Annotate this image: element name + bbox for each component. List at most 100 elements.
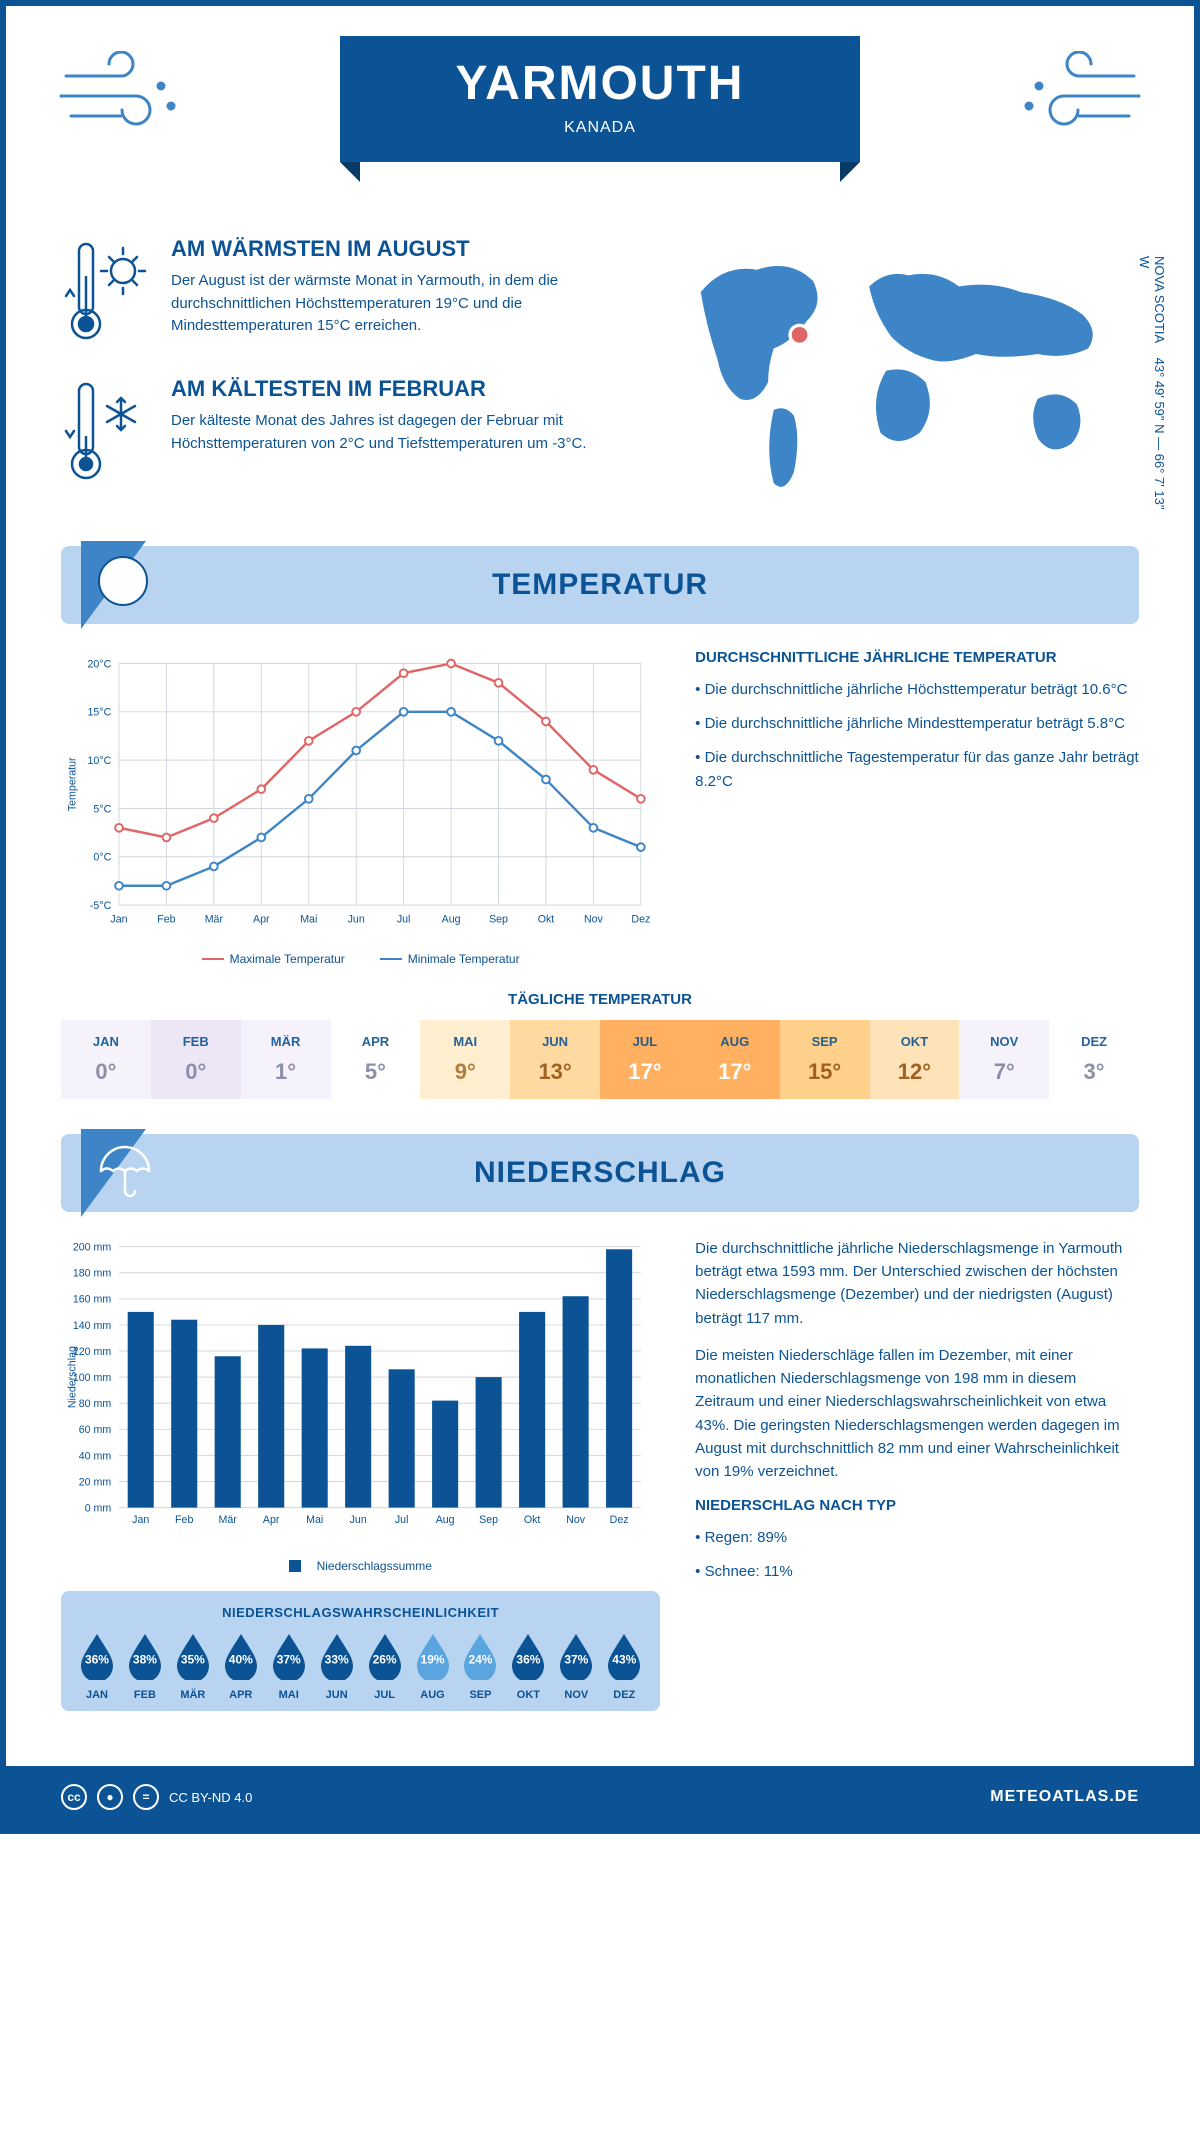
- svg-text:Jan: Jan: [110, 913, 127, 925]
- legend-max: Maximale Temperatur: [202, 952, 345, 966]
- temp-cell: OKT12°: [870, 1020, 960, 1099]
- wind-icon: [1014, 51, 1144, 146]
- svg-text:140 mm: 140 mm: [73, 1320, 112, 1332]
- fact-warm-text: Der August ist der wärmste Monat in Yarm…: [171, 270, 627, 338]
- daily-temp-grid: JAN0°FEB0°MÄR1°APR5°MAI9°JUN13°JUL17°AUG…: [61, 1020, 1139, 1099]
- section-title: NIEDERSCHLAG: [474, 1156, 726, 1190]
- svg-text:180 mm: 180 mm: [73, 1268, 112, 1280]
- temp-legend: Maximale Temperatur Minimale Temperatur: [61, 952, 660, 966]
- svg-text:Jun: Jun: [350, 1514, 367, 1526]
- daily-temp-title: TÄGLICHE TEMPERATUR: [61, 991, 1139, 1008]
- legend-min: Minimale Temperatur: [380, 952, 520, 966]
- temp-cell: SEP15°: [780, 1020, 870, 1099]
- svg-text:Sep: Sep: [489, 913, 508, 925]
- svg-text:10°C: 10°C: [88, 755, 112, 767]
- svg-text:40 mm: 40 mm: [79, 1450, 112, 1462]
- temp-bullet: • Die durchschnittliche jährliche Mindes…: [695, 712, 1139, 736]
- city-title: YARMOUTH: [380, 56, 820, 111]
- svg-text:Mai: Mai: [300, 913, 317, 925]
- temp-bullet: • Die durchschnittliche Tagestemperatur …: [695, 746, 1139, 794]
- temp-cell: NOV7°: [959, 1020, 1049, 1099]
- svg-text:Jan: Jan: [132, 1514, 149, 1526]
- precip-rain: • Regen: 89%: [695, 1526, 1139, 1550]
- temp-cell: JUL17°: [600, 1020, 690, 1099]
- svg-text:Okt: Okt: [538, 913, 555, 925]
- svg-text:160 mm: 160 mm: [73, 1294, 112, 1306]
- temp-bullet: • Die durchschnittliche jährliche Höchst…: [695, 678, 1139, 702]
- svg-text:Feb: Feb: [175, 1514, 193, 1526]
- svg-text:Nov: Nov: [566, 1514, 586, 1526]
- svg-text:Apr: Apr: [263, 1514, 280, 1526]
- section-header-temp: TEMPERATUR: [61, 546, 1139, 624]
- coordinates: NOVA SCOTIA 43° 49' 59" N — 66° 7' 13" W: [1137, 256, 1167, 516]
- prob-drop: 40%APR: [217, 1630, 265, 1701]
- svg-text:60 mm: 60 mm: [79, 1424, 112, 1436]
- prob-drop: 33%JUN: [313, 1630, 361, 1701]
- svg-text:Dez: Dez: [631, 913, 650, 925]
- svg-text:0 mm: 0 mm: [85, 1502, 112, 1514]
- nd-icon: =: [133, 1784, 159, 1810]
- svg-text:Temperatur: Temperatur: [66, 757, 78, 811]
- thermometer-snow-icon: [61, 376, 151, 491]
- world-map: NOVA SCOTIA 43° 49' 59" N — 66° 7' 13" W: [667, 236, 1139, 516]
- precip-legend: Niederschlagssumme: [61, 1559, 660, 1573]
- svg-text:0°C: 0°C: [93, 852, 111, 864]
- precipitation-bar-chart: 0 mm20 mm40 mm60 mm80 mm100 mm120 mm140 …: [61, 1237, 660, 1711]
- temp-cell: MAI9°: [420, 1020, 510, 1099]
- precip-info: Die durchschnittliche jährliche Niedersc…: [695, 1237, 1139, 1711]
- svg-text:Dez: Dez: [610, 1514, 629, 1526]
- thermometer-sun-icon: [61, 236, 151, 351]
- svg-text:Feb: Feb: [157, 913, 175, 925]
- fact-cold-title: AM KÄLTESTEN IM FEBRUAR: [171, 376, 627, 402]
- svg-text:Niederschlag: Niederschlag: [66, 1346, 78, 1408]
- umbrella-icon: [81, 1129, 171, 1224]
- svg-text:120 mm: 120 mm: [73, 1346, 112, 1358]
- temp-cell: FEB0°: [151, 1020, 241, 1099]
- temp-cell: AUG17°: [690, 1020, 780, 1099]
- svg-text:Mär: Mär: [219, 1514, 238, 1526]
- precip-type-title: NIEDERSCHLAG NACH TYP: [695, 1497, 1139, 1514]
- probability-box: NIEDERSCHLAGSWAHRSCHEINLICHKEIT 36%JAN38…: [61, 1591, 660, 1711]
- svg-text:20 mm: 20 mm: [79, 1476, 112, 1488]
- svg-text:Nov: Nov: [584, 913, 604, 925]
- by-icon: ●: [97, 1784, 123, 1810]
- fact-cold-text: Der kälteste Monat des Jahres ist dagege…: [171, 410, 627, 455]
- brand: METEOATLAS.DE: [990, 1788, 1139, 1806]
- temp-cell: APR5°: [331, 1020, 421, 1099]
- svg-text:Okt: Okt: [524, 1514, 541, 1526]
- cc-icon: cc: [61, 1784, 87, 1810]
- fact-cold: AM KÄLTESTEN IM FEBRUAR Der kälteste Mon…: [61, 376, 627, 491]
- svg-text:Aug: Aug: [436, 1514, 455, 1526]
- svg-text:Sep: Sep: [479, 1514, 498, 1526]
- precip-p2: Die meisten Niederschläge fallen im Deze…: [695, 1344, 1139, 1484]
- prob-drop: 36%JAN: [73, 1630, 121, 1701]
- prob-drop: 38%FEB: [121, 1630, 169, 1701]
- svg-text:Jun: Jun: [348, 913, 365, 925]
- legend-precip: Niederschlagssumme: [289, 1559, 432, 1573]
- temp-cell: JUN13°: [510, 1020, 600, 1099]
- temperature-line-chart: -5°C0°C5°C10°C15°C20°CJanFebMärAprMaiJun…: [61, 649, 660, 966]
- temp-cell: JAN0°: [61, 1020, 151, 1099]
- wind-icon: [56, 51, 186, 146]
- fact-warm: AM WÄRMSTEN IM AUGUST Der August ist der…: [61, 236, 627, 351]
- svg-text:80 mm: 80 mm: [79, 1398, 112, 1410]
- prob-drop: 26%JUL: [361, 1630, 409, 1701]
- prob-drop: 36%OKT: [504, 1630, 552, 1701]
- temp-cell: DEZ3°: [1049, 1020, 1139, 1099]
- prob-drop: 35%MÄR: [169, 1630, 217, 1701]
- svg-text:Mai: Mai: [306, 1514, 323, 1526]
- sun-icon: [81, 541, 171, 636]
- svg-text:-5°C: -5°C: [90, 900, 112, 912]
- section-header-precip: NIEDERSCHLAG: [61, 1134, 1139, 1212]
- svg-text:15°C: 15°C: [88, 707, 112, 719]
- svg-text:Mär: Mär: [205, 913, 224, 925]
- temp-info-title: DURCHSCHNITTLICHE JÄHRLICHE TEMPERATUR: [695, 649, 1139, 666]
- title-banner: YARMOUTH KANADA: [340, 36, 860, 162]
- fact-warm-title: AM WÄRMSTEN IM AUGUST: [171, 236, 627, 262]
- prob-drop: 24%SEP: [457, 1630, 505, 1701]
- temp-info: DURCHSCHNITTLICHE JÄHRLICHE TEMPERATUR •…: [695, 649, 1139, 966]
- prob-drop: 37%MAI: [265, 1630, 313, 1701]
- svg-text:Jul: Jul: [397, 913, 411, 925]
- svg-text:200 mm: 200 mm: [73, 1241, 112, 1253]
- svg-text:Apr: Apr: [253, 913, 270, 925]
